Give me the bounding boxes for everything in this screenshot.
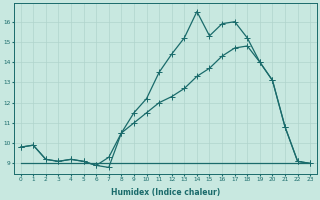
X-axis label: Humidex (Indice chaleur): Humidex (Indice chaleur) bbox=[111, 188, 220, 197]
